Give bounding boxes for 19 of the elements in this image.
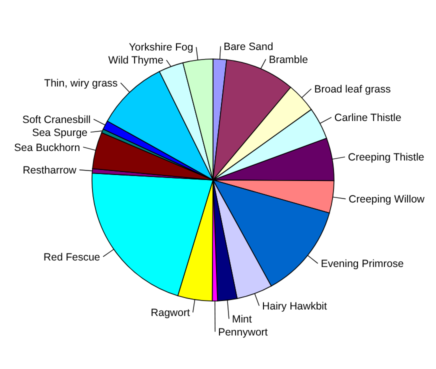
slice-label: Sea Buckhorn — [14, 142, 80, 154]
slice-label: Carline Thistle — [334, 112, 402, 124]
slice-label: Creeping Thistle — [348, 152, 424, 164]
slice-label: Evening Primrose — [320, 258, 404, 270]
slice-label: Pennywort — [218, 326, 268, 338]
slice-label: Wild Thyme — [108, 54, 164, 67]
slice-label: Hairy Hawkbit — [262, 300, 328, 312]
slice-label: Soft Cranesbill — [22, 114, 91, 126]
slice-label: Yorkshire Fog — [128, 42, 194, 54]
slice-label: Ragwort — [150, 307, 190, 320]
slice-label: Restharrow — [22, 164, 77, 177]
slice-label: Mint — [232, 313, 252, 326]
slice-label: Thin, wiry grass — [44, 78, 118, 90]
slice-label: Broad leaf grass — [314, 84, 391, 96]
slice-label: Bramble — [268, 54, 308, 66]
slice-label: Creeping Willow — [348, 194, 425, 206]
slice-label: Sea Spurge — [32, 126, 88, 139]
slice-label: Red Fescue — [44, 251, 100, 264]
slice-label: Bare Sand — [224, 40, 274, 53]
